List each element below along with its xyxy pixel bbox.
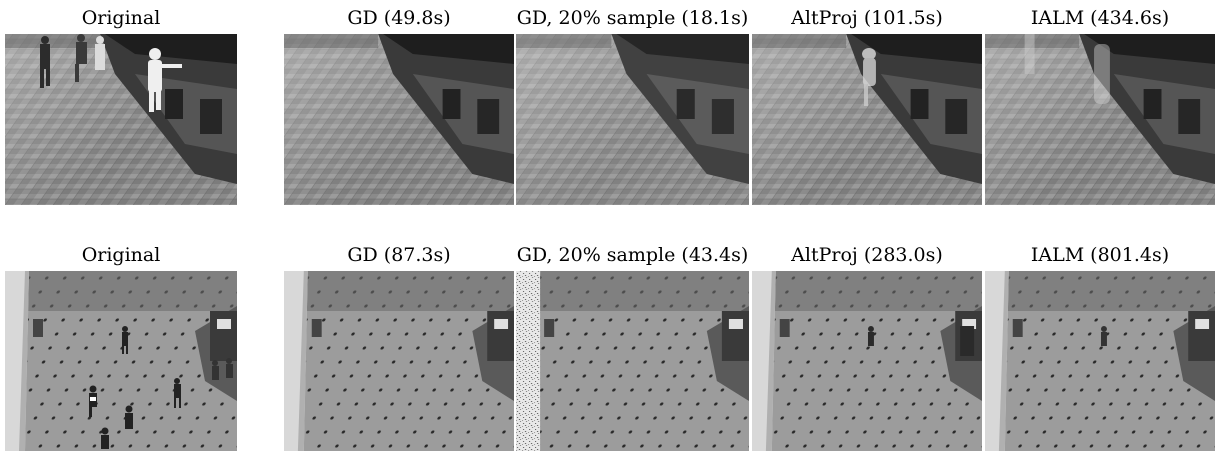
caption-row2-gd-sample: GD, 20% sample (43.4s) <box>516 244 749 266</box>
lobby-frame-gd-sample <box>516 34 749 205</box>
caption-row2-gd: GD (87.3s) <box>347 244 451 266</box>
mall-frame-original <box>5 271 237 451</box>
mall-frame-ialm <box>985 271 1215 451</box>
lobby-frame-gd <box>284 34 514 205</box>
caption-row2-altproj: AltProj (283.0s) <box>791 244 943 266</box>
caption-row1-gd: GD (49.8s) <box>347 7 451 29</box>
caption-row2-original: Original <box>81 244 161 266</box>
mall-frame-altproj <box>752 271 982 451</box>
mall-frame-gd <box>284 271 514 451</box>
caption-row1-altproj: AltProj (101.5s) <box>791 7 943 29</box>
lobby-frame-altproj <box>752 34 982 205</box>
mall-frame-gd-sample <box>516 271 749 451</box>
caption-row1-ialm: IALM (434.6s) <box>1030 7 1170 29</box>
caption-row1-original: Original <box>81 7 161 29</box>
caption-row1-gd-sample: GD, 20% sample (18.1s) <box>516 7 749 29</box>
lobby-frame-original <box>5 34 237 205</box>
lobby-frame-ialm <box>985 34 1215 205</box>
caption-row2-ialm: IALM (801.4s) <box>1030 244 1170 266</box>
